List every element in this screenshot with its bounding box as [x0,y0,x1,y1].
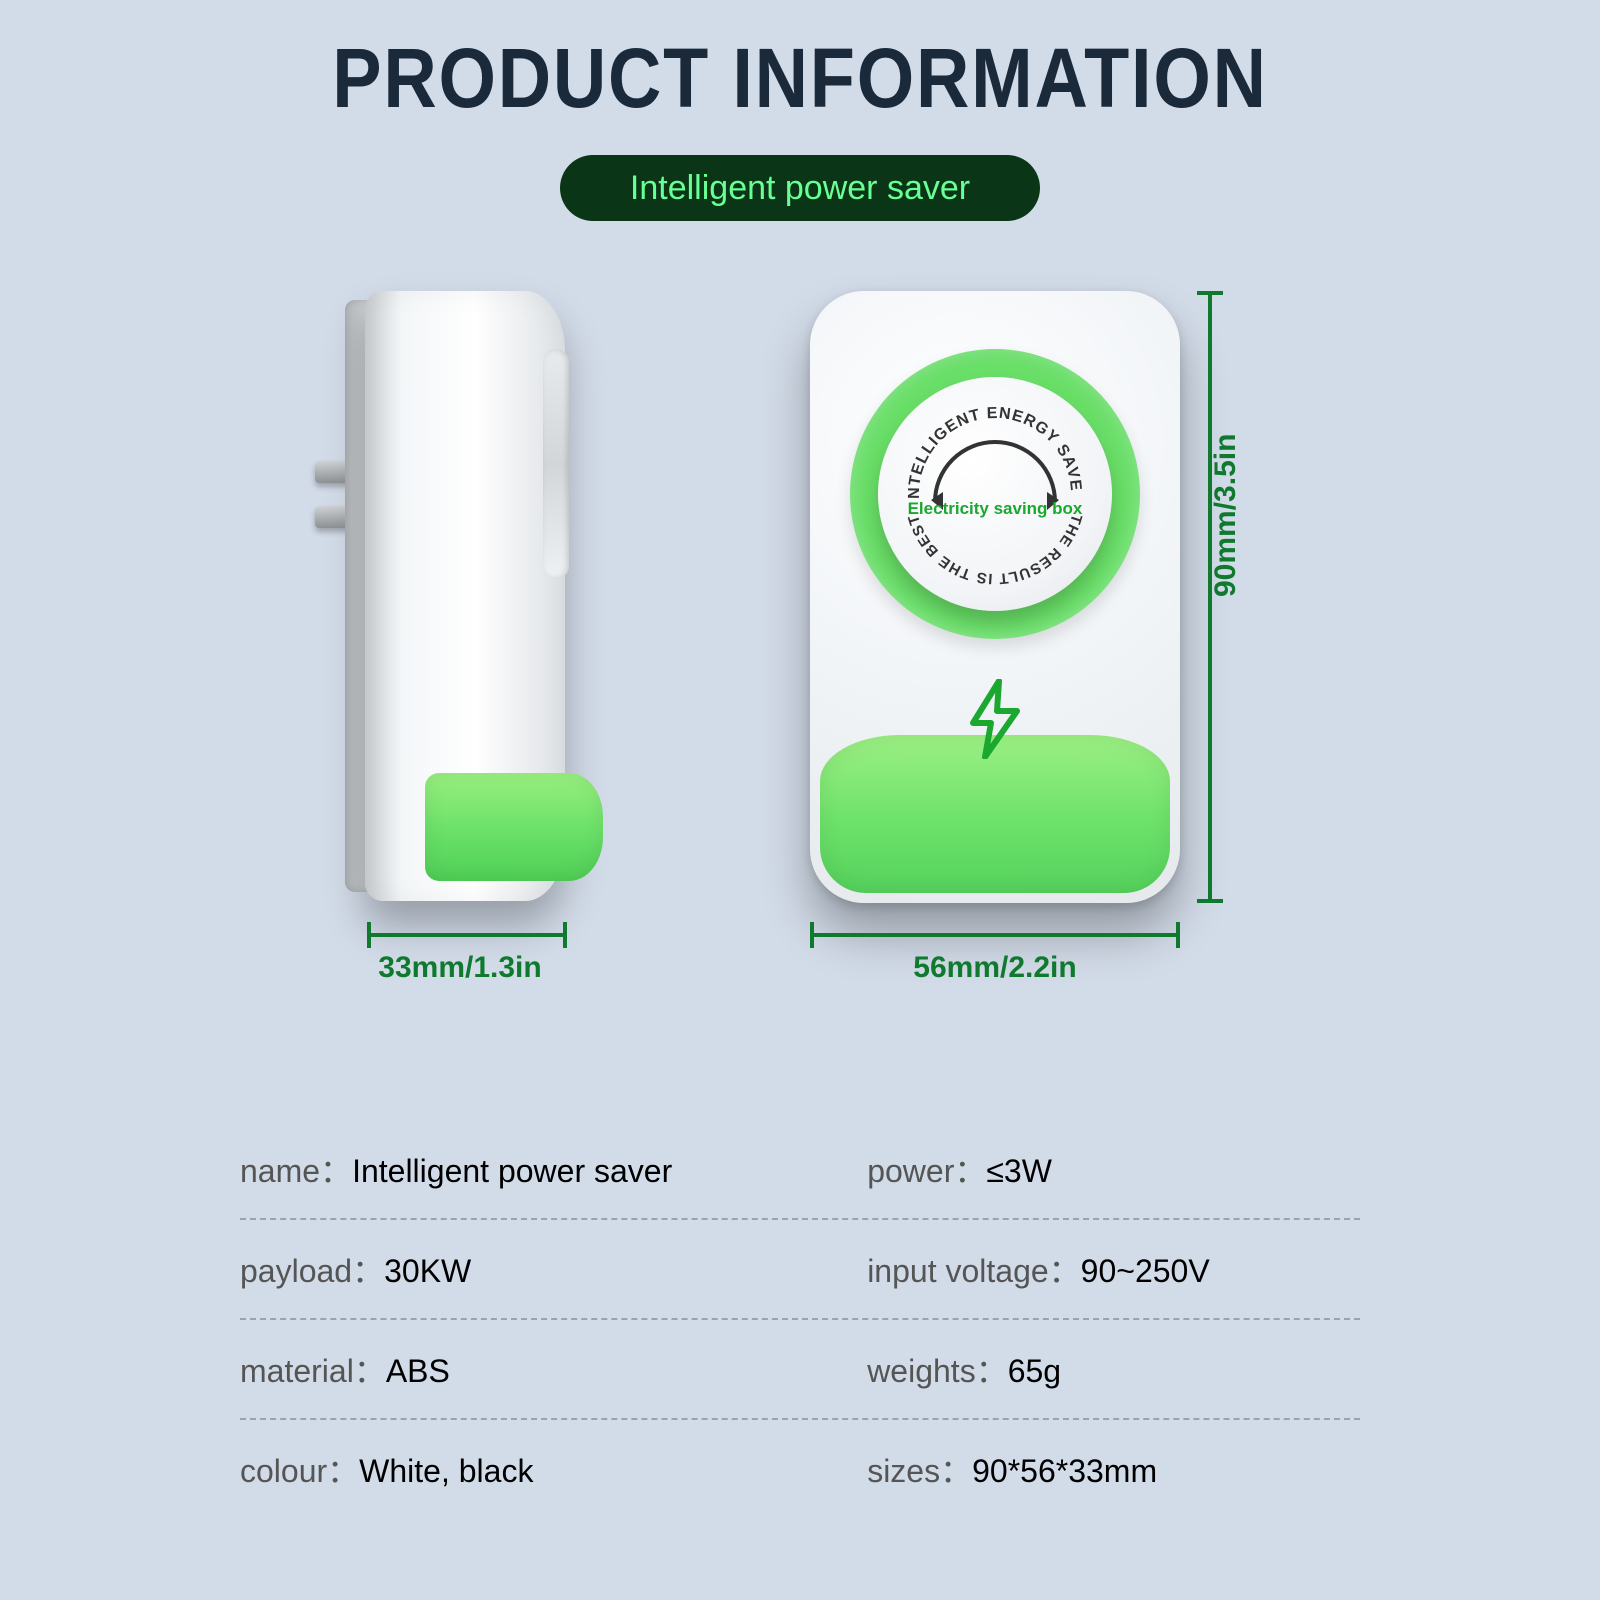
lightning-icon [963,679,1027,759]
spec-val: 90*56*33mm [972,1453,1157,1489]
spec-key: input voltage： [867,1253,1080,1289]
white-disc: INTELLIGENT ENERGY SAVER Electricity sav… [878,377,1112,611]
spec-row: material：ABS weights：65g [240,1320,1360,1420]
spec-val: White, black [359,1453,533,1489]
page-title: PRODUCT INFORMATION [96,0,1504,127]
spec-val: 90~250V [1081,1253,1210,1289]
product-side-view [315,291,605,911]
spec-row: colour：White, black sizes：90*56*33mm [240,1420,1360,1518]
svg-text:THE RESULT IS THE BEST: THE RESULT IS THE BEST [905,512,1085,587]
side-body [365,291,565,901]
spec-val: Intelligent power saver [352,1153,672,1189]
disc-label-icon: INTELLIGENT ENERGY SAVER Electricity sav… [885,384,1105,604]
subtitle-pill: Intelligent power saver [560,155,1040,221]
side-ring-edge [543,349,569,579]
spec-key: power： [867,1153,986,1189]
product-stage: INTELLIGENT ENERGY SAVER Electricity sav… [0,261,1600,1021]
spec-row: name：Intelligent power saver power：≤3W [240,1120,1360,1220]
spec-val: 65g [1008,1353,1061,1389]
dimension-depth-label: 33mm/1.3in [378,951,541,985]
spec-key: colour： [240,1453,359,1489]
spec-row: payload：30KW input voltage：90~250V [240,1220,1360,1320]
spec-key: payload： [240,1253,384,1289]
spec-key: material： [240,1353,386,1389]
spec-key: weights： [867,1353,1008,1389]
svg-text:Electricity saving box: Electricity saving box [908,499,1083,518]
dimension-width-label: 56mm/2.2in [913,951,1076,985]
spec-val: ABS [386,1353,450,1389]
spec-key: name： [240,1153,352,1189]
spec-key: sizes： [867,1453,972,1489]
spec-val: ≤3W [986,1153,1052,1189]
spec-val: 30KW [384,1253,471,1289]
side-green-accent [425,773,603,881]
product-front-view: INTELLIGENT ENERGY SAVER Electricity sav… [810,291,1180,903]
specs-table: name：Intelligent power saver power：≤3W p… [240,1120,1360,1518]
dimension-height-label: 90mm/3.5in [1209,434,1243,597]
